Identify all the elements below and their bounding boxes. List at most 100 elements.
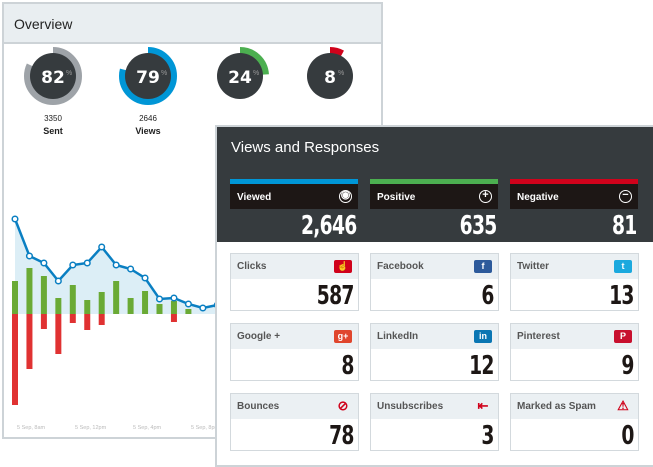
stat-card[interactable]: Clicks ☝ 587: [230, 253, 359, 311]
stat-card[interactable]: Unsubscribes ⇤ 3: [370, 393, 499, 451]
card-header: Unsubscribes ⇤: [371, 394, 498, 419]
summary-color-bar: [370, 179, 498, 184]
donut-1: 79% 2646 Views: [103, 44, 193, 136]
card-label: Bounces: [237, 401, 280, 412]
google-plus-icon: g+: [334, 330, 352, 343]
donut-unit: %: [161, 70, 167, 77]
donut-ring: 79%: [119, 47, 177, 105]
card-value: 6: [481, 281, 494, 311]
card-value: 8: [341, 351, 354, 381]
stat-card[interactable]: Facebook f 6: [370, 253, 499, 311]
summary-color-bar: [230, 179, 358, 184]
positive-bar: [55, 298, 62, 314]
positive-bar: [113, 281, 120, 314]
donut-count: 2646: [139, 114, 157, 123]
positive-bar: [170, 301, 177, 314]
click-icon: ☝: [334, 260, 352, 273]
donut-value: 79: [136, 68, 160, 88]
positive-bar: [40, 276, 47, 314]
linkedin-icon: in: [474, 330, 492, 343]
line-point: [83, 259, 91, 267]
card-header: Bounces ⊘: [231, 394, 358, 419]
line-point: [127, 265, 135, 273]
stat-card[interactable]: LinkedIn in 12: [370, 323, 499, 381]
positive-bar: [142, 291, 149, 314]
donut-unit: %: [66, 70, 72, 77]
summary-positive: Positive +635: [370, 179, 498, 241]
donut-label: Sent: [43, 126, 63, 136]
line-point: [112, 261, 120, 269]
card-header: Facebook f: [371, 254, 498, 279]
stat-card[interactable]: Google + g+ 8: [230, 323, 359, 381]
stat-card[interactable]: Twitter t 13: [510, 253, 639, 311]
pinterest-icon: P: [614, 330, 632, 343]
x-tick-label: 5 Sep, 8am: [17, 425, 46, 431]
negative-bar: [170, 314, 177, 322]
positive-bar: [69, 285, 76, 314]
summary-label: Positive: [377, 192, 416, 203]
warning-icon: ⚠: [617, 398, 629, 413]
line-point: [141, 274, 149, 282]
positive-bar: [127, 298, 134, 314]
summary-label: Negative: [517, 192, 559, 203]
card-label: Clicks: [237, 261, 267, 272]
line-point: [184, 300, 192, 308]
summary-value: 81: [611, 211, 637, 241]
negative-bar: [69, 314, 76, 323]
card-header: LinkedIn in: [371, 324, 498, 349]
plus-circle-icon: +: [479, 190, 492, 203]
card-header: Pinterest P: [511, 324, 638, 349]
eye-icon: ◉: [339, 189, 352, 203]
stat-card[interactable]: Bounces ⊘ 78: [230, 393, 359, 451]
donut-value: 24: [228, 68, 252, 88]
donut-value: 8: [324, 68, 336, 88]
stat-card[interactable]: Marked as Spam ⚠ 0: [510, 393, 639, 451]
views-title: Views and Responses: [231, 139, 380, 156]
card-value: 587: [316, 281, 355, 311]
donut-unit: %: [253, 70, 259, 77]
line-point: [40, 259, 48, 267]
views-responses-panel: Views and Responses Viewed ◉ 2,646 Positive…: [215, 125, 653, 467]
positive-bar: [156, 304, 163, 314]
card-value: 3: [481, 421, 494, 451]
x-tick-label: 5 Sep, 8pm: [191, 425, 220, 431]
line-point: [11, 215, 19, 223]
twitter-icon: t: [614, 260, 632, 273]
donut-ring: 24%: [211, 47, 269, 105]
summary-color-bar: [510, 179, 638, 184]
card-value: 13: [609, 281, 634, 311]
card-label: Twitter: [517, 261, 550, 272]
stat-card[interactable]: Pinterest P 9: [510, 323, 639, 381]
donut-unit: %: [338, 70, 344, 77]
line-point: [25, 252, 34, 260]
donut-value: 82: [41, 68, 65, 88]
card-label: Google +: [237, 331, 281, 342]
overview-title: Overview: [14, 16, 73, 32]
summary-negative: Negative − 81: [510, 179, 638, 241]
card-label: LinkedIn: [377, 331, 419, 342]
card-header: Marked as Spam ⚠: [511, 394, 638, 419]
negative-bar: [98, 314, 105, 325]
unsubscribe-icon: ⇤: [477, 398, 489, 413]
summary-viewed: Viewed ◉ 2,646: [230, 179, 358, 241]
card-value: 0: [621, 421, 634, 451]
card-label: Unsubscribes: [377, 401, 444, 412]
positive-bar: [98, 292, 105, 314]
donut-3: 8%: [285, 44, 375, 108]
summary-header: Negative −: [510, 184, 638, 209]
card-value: 12: [469, 351, 494, 381]
minus-circle-icon: −: [619, 190, 632, 203]
line-point: [98, 243, 106, 251]
line-point: [155, 295, 164, 303]
negative-bar: [84, 314, 91, 330]
overview-header: Overview: [4, 4, 381, 44]
card-header: Twitter t: [511, 254, 638, 279]
positive-bar: [12, 281, 18, 314]
card-value: 78: [329, 421, 354, 451]
line-point: [69, 261, 77, 269]
card-header: Google + g+: [231, 324, 358, 349]
negative-bar: [26, 314, 33, 369]
summary-value: 2,646: [300, 211, 357, 241]
summary-value: 635: [459, 211, 498, 241]
line-point: [54, 277, 62, 285]
